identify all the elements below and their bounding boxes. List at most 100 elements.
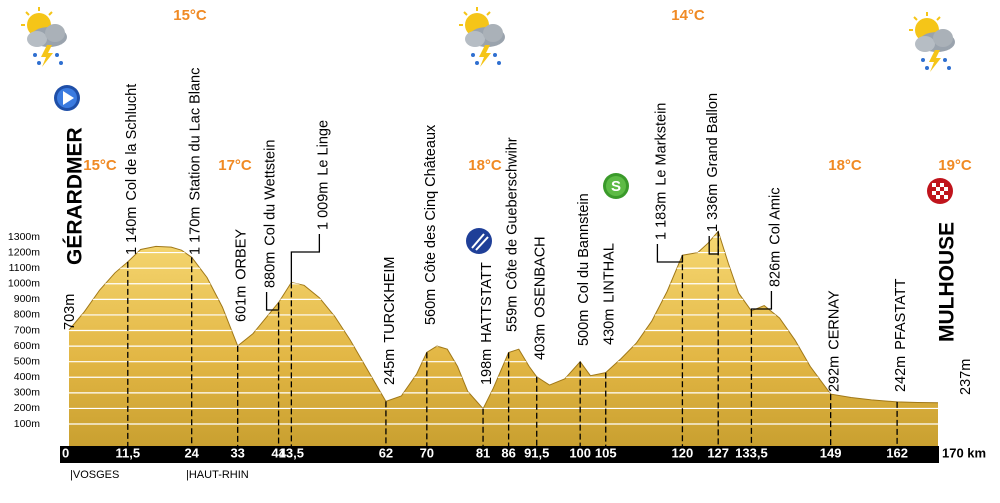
waypoint-label: 1 009m Le Linge <box>315 120 331 230</box>
x-tick-label: 127 <box>707 445 729 460</box>
waypoint-name: Côte de Gueberschwihr <box>504 137 520 289</box>
region-label: |HAUT-RHIN <box>186 469 249 481</box>
x-tick-label: 86 <box>501 445 515 460</box>
finish-icon <box>927 178 953 204</box>
feed-icon <box>466 228 492 254</box>
waypoint-name: MULHOUSE <box>936 222 959 342</box>
waypoint-altitude: 601m <box>234 286 250 322</box>
waypoint-name: TURCKHEIM <box>382 257 398 343</box>
y-tick-label: 700m <box>14 324 41 336</box>
waypoint-name: Grand Ballon <box>705 93 721 178</box>
waypoint-label: 403m OSENBACH <box>533 236 549 360</box>
weather-icon <box>20 6 68 68</box>
waypoint-altitude: 245m <box>382 349 398 385</box>
svg-text:S: S <box>611 178 621 195</box>
region-label: |VOSGES <box>70 469 119 481</box>
waypoint-label: 880m Col du Wettstein <box>262 140 278 288</box>
x-tick-label: 120 <box>672 445 694 460</box>
waypoint-name: ORBEY <box>234 229 250 280</box>
y-tick-label: 900m <box>14 293 41 305</box>
km-bar <box>60 446 939 463</box>
y-tick-label: 400m <box>14 371 41 383</box>
waypoint-altitude: 1 170m <box>188 207 204 255</box>
x-tick-label: 91,5 <box>524 445 549 460</box>
temperature: 14°C <box>671 7 705 24</box>
waypoint-altitude: 242m <box>893 356 909 392</box>
y-tick-label: 1100m <box>9 262 41 274</box>
weather-icon <box>458 6 506 68</box>
waypoint-label: 500m Col du Bannstein <box>576 193 592 346</box>
y-tick-label: 1200m <box>8 246 40 258</box>
y-tick-label: 300m <box>14 387 41 399</box>
waypoint-label: 601m ORBEY <box>234 229 250 322</box>
x-tick-label: 43,5 <box>279 445 304 460</box>
y-tick-label: 1300m <box>8 231 40 243</box>
sprint-icon: S <box>603 173 629 199</box>
waypoint-altitude: 237m <box>958 359 974 395</box>
x-tick-label: 70 <box>420 445 434 460</box>
connector <box>656 244 684 263</box>
x-tick-label: 162 <box>886 445 908 460</box>
waypoint-name: OSENBACH <box>533 236 549 317</box>
waypoint-label: 198m HATTSTATT <box>479 262 495 385</box>
x-tick-label: 149 <box>820 445 842 460</box>
y-tick-label: 500m <box>14 355 41 367</box>
x-tick-label: 11,5 <box>115 445 140 460</box>
waypoint-altitude: 559m <box>504 296 520 332</box>
waypoint-altitude: 703m <box>62 294 78 330</box>
waypoint-altitude: 430m <box>602 309 618 345</box>
x-tick-label: 170 km <box>942 445 986 460</box>
waypoint-name: LINTHAL <box>602 243 618 303</box>
connector <box>750 291 773 311</box>
waypoint-name: CERNAY <box>826 290 842 350</box>
waypoint-label: 292m CERNAY <box>826 290 842 392</box>
x-tick-label: 33 <box>230 445 244 460</box>
waypoint-name: Col Amic <box>767 188 783 245</box>
waypoint-label: 560m Côte des Cinq Châteaux <box>423 124 439 325</box>
y-tick-label: 200m <box>14 402 41 414</box>
connector <box>290 234 321 283</box>
waypoint-name: Col du Wettstein <box>262 140 278 246</box>
waypoint-name: Station du Lac Blanc <box>188 68 204 201</box>
waypoint-altitude: 1 009m <box>315 182 331 230</box>
waypoint-altitude: 403m <box>533 324 549 360</box>
waypoint-altitude: 880m <box>262 252 278 288</box>
waypoint-altitude: 500m <box>576 310 592 346</box>
y-tick-label: 800m <box>14 309 41 321</box>
waypoint-label: 430m LINTHAL <box>602 243 618 345</box>
x-tick-label: 62 <box>379 445 393 460</box>
waypoint-altitude: 1 140m <box>124 207 140 255</box>
temperature: 19°C <box>938 157 972 174</box>
waypoint-label: 1 336m Grand Ballon <box>705 93 721 232</box>
x-tick-label: 41 <box>271 445 285 460</box>
x-tick-label: 105 <box>595 445 617 460</box>
waypoint-label: 559m Côte de Gueberschwihr <box>504 137 520 332</box>
waypoint-name: Col du Bannstein <box>576 193 592 303</box>
waypoint-altitude: 560m <box>423 289 439 325</box>
waypoint-altitude: 1 336m <box>705 184 721 232</box>
y-tick-label: 100m <box>14 418 41 430</box>
x-tick-label: 81 <box>476 445 490 460</box>
x-tick-label: 0 <box>62 445 69 460</box>
temperature: 18°C <box>468 157 502 174</box>
waypoint-label: 826m Col Amic <box>767 188 783 288</box>
waypoint-name: Côte des Cinq Châteaux <box>423 124 439 283</box>
waypoint-label: 242m PFASTATT <box>893 278 909 392</box>
temperature: 17°C <box>218 157 252 174</box>
weather-icon <box>908 11 956 73</box>
waypoint-name: GÉRARDMER <box>64 127 87 265</box>
waypoint-altitude: 292m <box>826 356 842 392</box>
connector <box>708 231 719 255</box>
y-tick-label: 1000m <box>8 278 40 290</box>
temperature: 18°C <box>828 157 862 174</box>
waypoint-altitude: 198m <box>479 349 495 385</box>
profile-line <box>68 230 939 410</box>
temperature: 15°C <box>83 157 117 174</box>
waypoint-name: PFASTATT <box>893 278 909 349</box>
waypoint-altitude: 1 183m <box>653 192 669 240</box>
x-tick-label: 133,5 <box>735 445 768 460</box>
waypoint-name: HATTSTATT <box>479 262 495 343</box>
connector <box>265 292 280 311</box>
x-tick-label: 100 <box>569 445 591 460</box>
